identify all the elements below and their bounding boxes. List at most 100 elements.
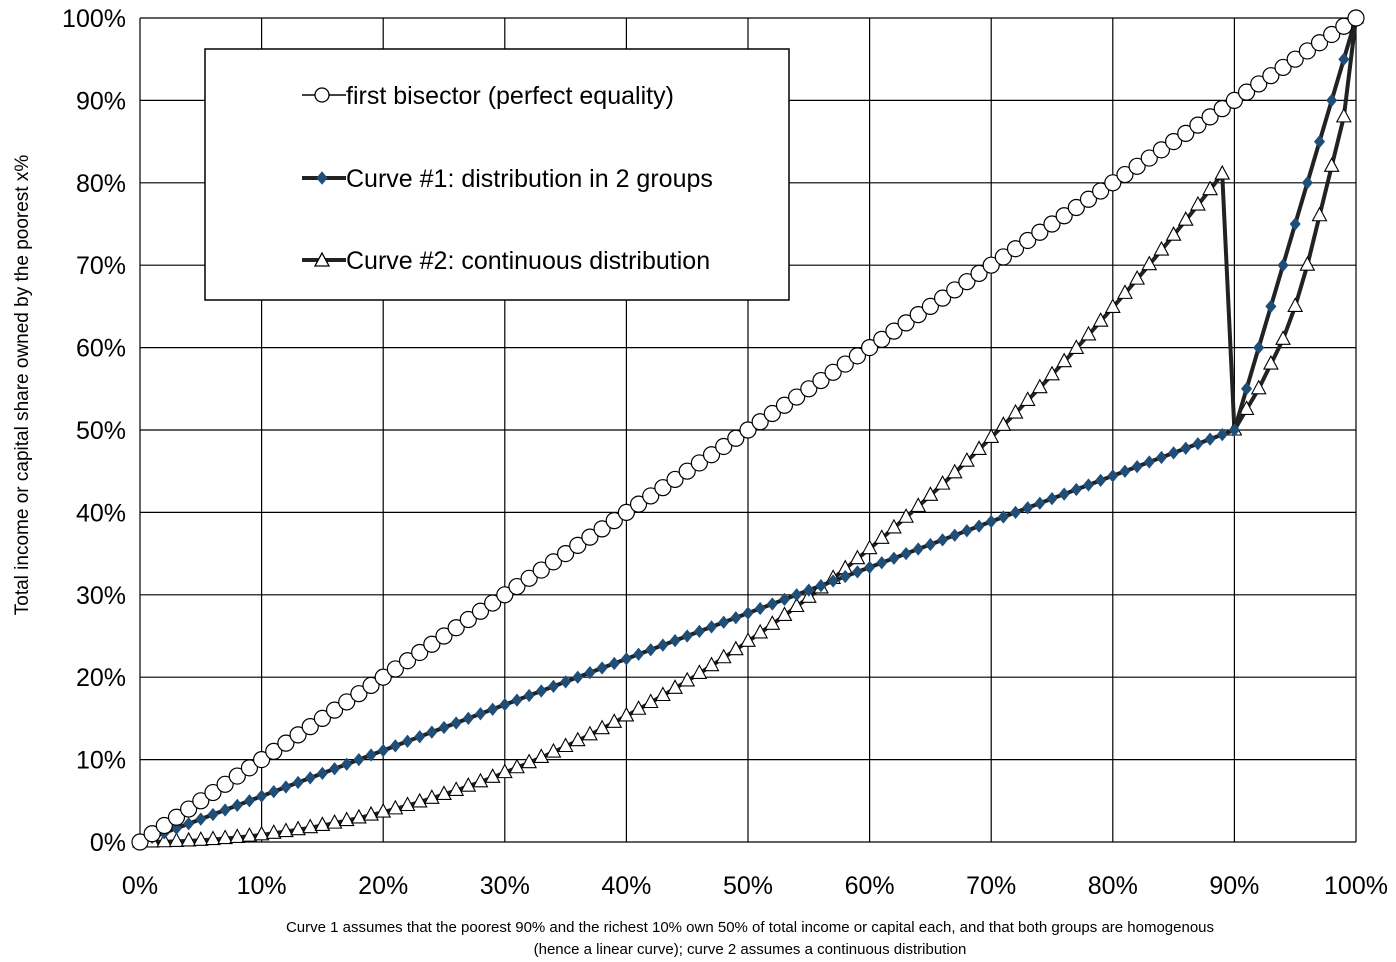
data-point — [898, 508, 915, 523]
data-point — [1046, 492, 1058, 506]
data-point — [909, 306, 927, 324]
data-point — [1155, 450, 1167, 465]
data-point — [778, 592, 791, 607]
data-point — [350, 808, 367, 824]
data-point — [1241, 382, 1253, 396]
data-point — [705, 620, 718, 634]
data-point — [243, 794, 255, 808]
data-point — [666, 470, 684, 489]
data-point — [654, 479, 672, 497]
data-point — [885, 518, 902, 534]
data-point — [436, 785, 452, 801]
data-point — [1310, 34, 1329, 52]
data-point — [1313, 134, 1326, 149]
data-point — [1202, 180, 1219, 196]
data-point — [411, 643, 429, 662]
legend: first bisector (perfect equality) Curve … — [204, 48, 790, 301]
data-point — [1056, 352, 1073, 368]
data-point — [946, 463, 963, 479]
data-point — [764, 615, 781, 630]
data-point — [1277, 258, 1289, 272]
data-point — [1019, 391, 1036, 406]
data-point — [556, 544, 575, 563]
data-point — [268, 785, 280, 799]
data-point — [827, 574, 839, 588]
data-point — [572, 670, 584, 684]
data-point — [216, 775, 234, 793]
data-point — [523, 688, 535, 703]
data-point — [1165, 226, 1182, 241]
data-point — [593, 520, 611, 538]
data-point — [338, 811, 355, 827]
data-point — [219, 803, 231, 817]
y-tick-label: 70% — [76, 252, 126, 280]
data-point — [435, 627, 453, 645]
data-point — [860, 339, 879, 357]
data-point — [836, 355, 854, 373]
y-axis-label: Total income or capital share owned by t… — [12, 155, 33, 616]
data-point — [277, 734, 295, 752]
y-tick-label: 30% — [76, 582, 126, 610]
x-tick-label: 50% — [723, 872, 773, 900]
data-point — [752, 623, 769, 639]
data-point — [365, 748, 377, 762]
data-point — [958, 273, 976, 291]
data-point — [888, 551, 900, 565]
data-point — [217, 829, 234, 845]
data-point — [1201, 108, 1219, 126]
data-point — [1189, 195, 1206, 211]
data-point — [946, 281, 964, 299]
y-tick-label: 10% — [76, 747, 126, 775]
data-point — [584, 665, 596, 680]
data-point — [824, 363, 842, 381]
y-tick-label: 0% — [90, 829, 126, 857]
y-tick-label: 50% — [76, 417, 126, 445]
data-point — [1335, 107, 1352, 123]
data-point — [1289, 217, 1301, 231]
data-point — [1055, 207, 1073, 225]
data-point — [325, 701, 344, 719]
data-point — [1068, 339, 1085, 354]
data-point — [788, 597, 805, 613]
data-point — [633, 647, 645, 661]
data-point — [885, 322, 903, 340]
data-point — [423, 789, 440, 804]
data-point — [1107, 469, 1119, 483]
data-point — [702, 446, 721, 464]
data-point — [730, 611, 742, 625]
data-point — [1287, 297, 1304, 312]
data-point — [241, 827, 258, 842]
data-point — [1140, 149, 1158, 167]
data-point — [693, 624, 705, 639]
y-tick-label: 40% — [76, 499, 126, 527]
data-point — [1299, 256, 1316, 271]
data-point — [496, 586, 514, 604]
data-point — [228, 767, 246, 785]
data-point — [739, 421, 757, 439]
data-point — [751, 413, 769, 431]
data-point — [338, 693, 356, 711]
data-point — [386, 660, 404, 678]
data-point — [921, 297, 940, 315]
legend-label-curve2: Curve #2: continuous distribution — [346, 247, 710, 275]
x-tick-label: 70% — [966, 872, 1016, 900]
data-point — [691, 664, 708, 679]
data-point — [900, 546, 912, 561]
x-tick-label: 0% — [122, 872, 158, 900]
data-point — [1323, 25, 1341, 44]
data-point — [426, 725, 438, 739]
data-point — [1323, 157, 1340, 172]
data-point — [399, 796, 416, 812]
data-point — [474, 707, 487, 721]
series-layer — [131, 8, 1365, 851]
x-tick-label: 20% — [358, 872, 408, 900]
x-tick-label: 30% — [480, 872, 530, 900]
data-point — [1214, 164, 1231, 180]
data-point — [1225, 91, 1244, 110]
data-point — [487, 702, 499, 716]
data-point — [970, 264, 988, 283]
y-tick-label: 20% — [76, 664, 126, 692]
data-point — [1104, 174, 1122, 192]
data-point — [143, 825, 161, 843]
data-point — [617, 503, 636, 522]
